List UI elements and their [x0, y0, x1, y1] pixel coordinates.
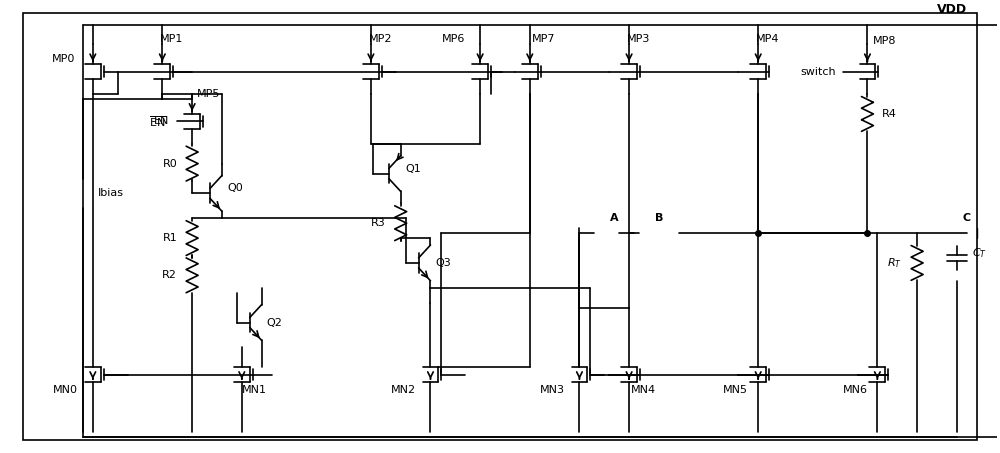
Text: B: B [655, 213, 663, 223]
Text: MN1: MN1 [242, 385, 267, 395]
Text: MP8: MP8 [872, 36, 896, 47]
Text: MP4: MP4 [756, 34, 780, 44]
FancyBboxPatch shape [23, 13, 977, 440]
Text: MP2: MP2 [369, 34, 392, 44]
Text: $R_T$: $R_T$ [887, 256, 902, 270]
Text: switch: switch [800, 67, 836, 77]
Text: Ibias: Ibias [98, 188, 124, 198]
Bar [957, 228, 977, 238]
Text: MP6: MP6 [442, 34, 465, 44]
Text: MN2: MN2 [390, 385, 416, 395]
Text: MN0: MN0 [53, 385, 78, 395]
Text: R4: R4 [882, 109, 897, 119]
Text: R3: R3 [371, 218, 386, 228]
Text: Q1: Q1 [406, 164, 421, 173]
Text: EN: EN [154, 116, 169, 126]
Text: MP0: MP0 [52, 54, 75, 64]
Text: R2: R2 [162, 270, 177, 280]
Text: MP1: MP1 [160, 34, 184, 44]
Text: MN3: MN3 [540, 385, 565, 395]
Text: R1: R1 [162, 233, 177, 243]
Text: MN4: MN4 [631, 385, 656, 395]
Text: Q3: Q3 [435, 258, 451, 268]
Text: MP7: MP7 [532, 34, 555, 44]
Text: Q0: Q0 [227, 183, 243, 193]
Text: MN5: MN5 [723, 385, 748, 395]
Bar [639, 228, 679, 238]
Text: Q2: Q2 [267, 318, 282, 328]
Text: $C_T$: $C_T$ [972, 246, 987, 260]
Bar [594, 228, 634, 238]
Text: C: C [963, 213, 971, 223]
Text: $\overline{\mathrm{EN}}$: $\overline{\mathrm{EN}}$ [149, 114, 166, 129]
Text: R0: R0 [162, 159, 177, 169]
Bar [77, 178, 89, 208]
Text: MN6: MN6 [842, 385, 867, 395]
Text: VDD: VDD [937, 3, 967, 16]
Text: MP5: MP5 [197, 89, 220, 99]
Text: MP3: MP3 [627, 34, 650, 44]
Text: A: A [610, 213, 619, 223]
